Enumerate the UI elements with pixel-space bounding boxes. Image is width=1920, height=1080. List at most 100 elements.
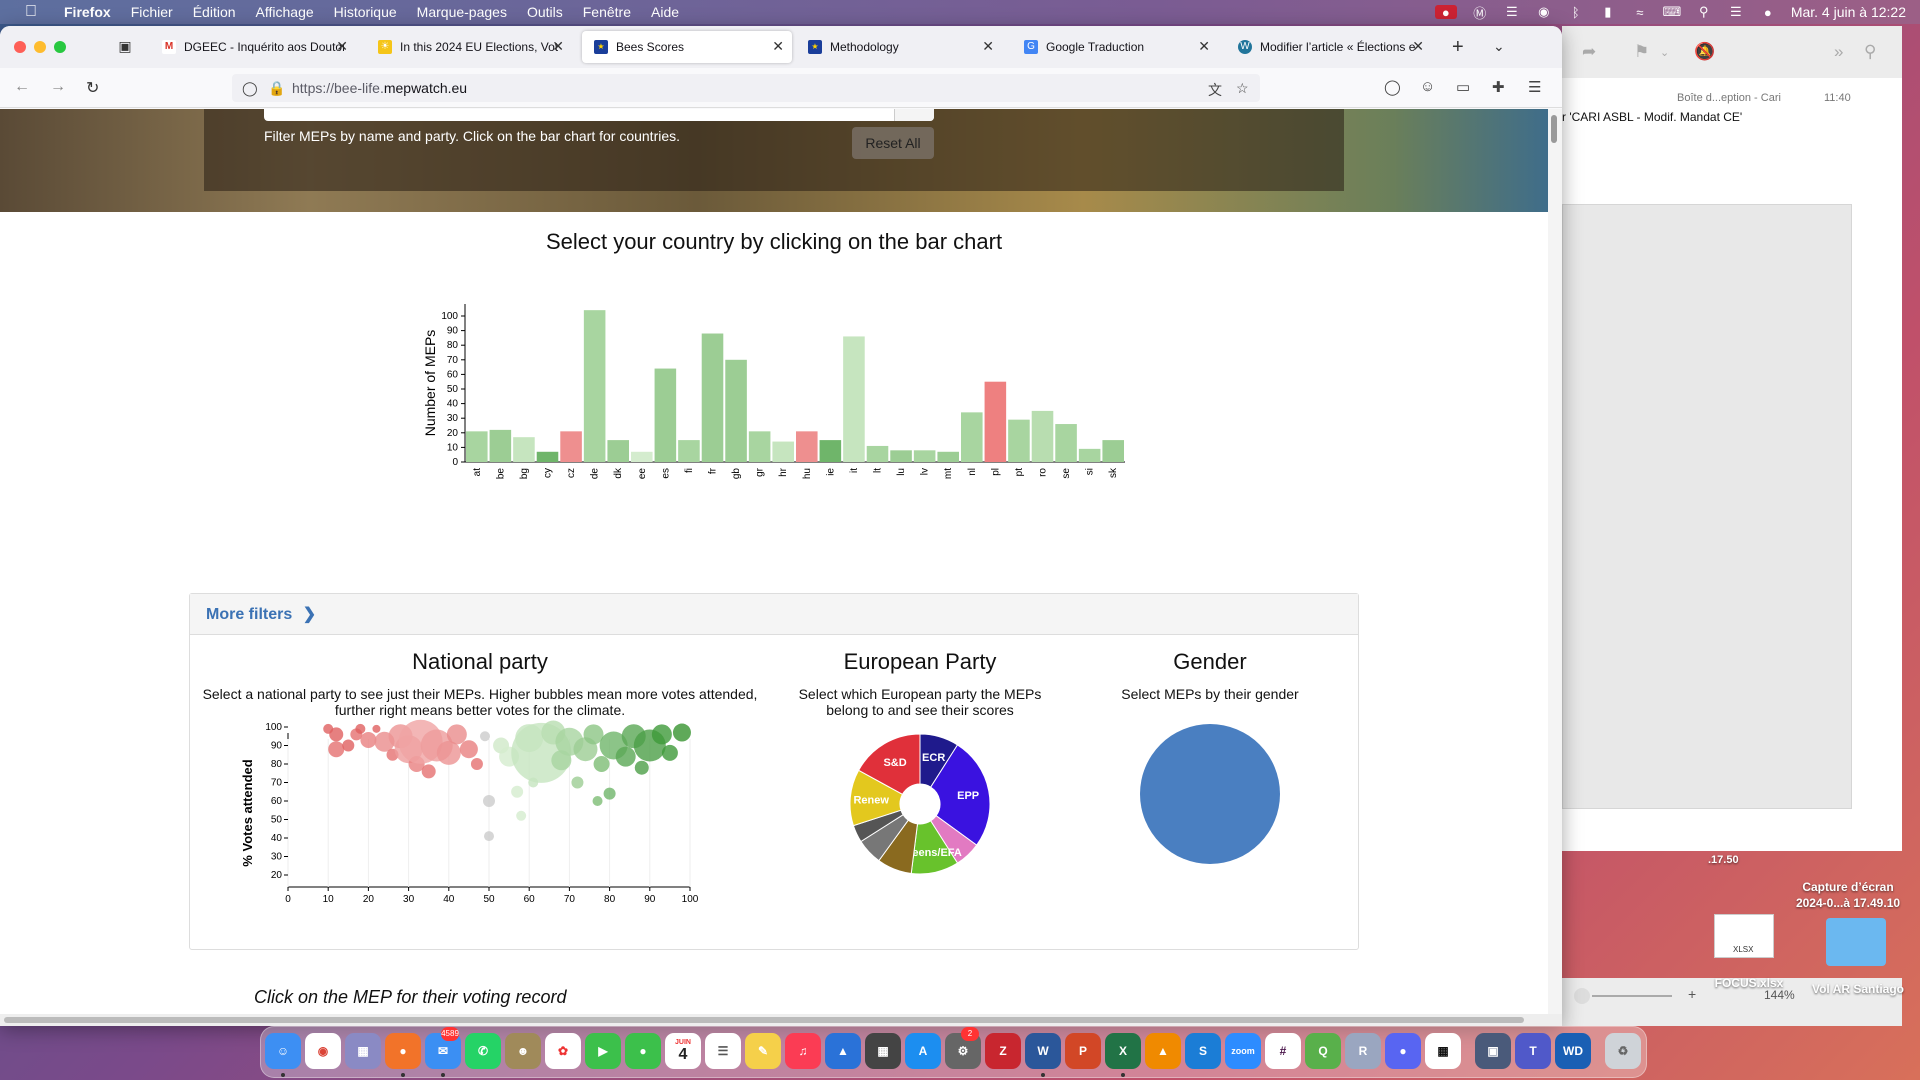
country-bar-nl[interactable]: [961, 412, 983, 462]
party-bubble-17[interactable]: [446, 724, 467, 745]
zoom-in-icon[interactable]: +: [1688, 986, 1697, 1002]
country-bar-cy[interactable]: [536, 451, 559, 462]
extensions-icon[interactable]: ✚: [1492, 79, 1505, 96]
close-tab-icon[interactable]: ✕: [982, 38, 994, 54]
filter-input-addon[interactable]: [894, 109, 934, 121]
reset-all-button[interactable]: Reset All: [852, 127, 934, 159]
vlc-icon[interactable]: ▲: [1145, 1033, 1181, 1069]
menu-outils[interactable]: Outils: [526, 4, 563, 20]
firefox-icon[interactable]: ●: [385, 1033, 421, 1069]
tab-wordpress[interactable]: W Modifier l’article « Élections e ✕: [1226, 31, 1432, 63]
party-bubble-38[interactable]: [603, 787, 616, 800]
party-bubble-18[interactable]: [459, 740, 478, 759]
excel-icon[interactable]: X: [1105, 1033, 1141, 1069]
close-tab-icon[interactable]: ✕: [1412, 38, 1424, 54]
calculator-icon[interactable]: ▦: [865, 1033, 901, 1069]
gender-pie[interactable]: [1135, 719, 1285, 869]
horizontal-scrollbar[interactable]: [0, 1014, 1562, 1026]
country-bar-fr[interactable]: [701, 333, 724, 462]
flag-icon[interactable]: ⚑: [1634, 42, 1650, 61]
party-bubble-5[interactable]: [355, 723, 366, 734]
chevron-down-icon[interactable]: ⌄: [1660, 47, 1670, 59]
drive-icon[interactable]: ☰: [1505, 4, 1518, 19]
more-chevrons-icon[interactable]: »: [1834, 42, 1844, 61]
country-bar-ro[interactable]: [1031, 410, 1054, 462]
party-bubble-46[interactable]: [672, 723, 691, 742]
word-icon[interactable]: W: [1025, 1033, 1061, 1069]
file-capture-ecran-line1[interactable]: Capture d’écran: [1802, 880, 1894, 894]
country-bar-hu[interactable]: [796, 431, 818, 462]
lock-icon[interactable]: 🔒: [268, 80, 286, 96]
mute-bell-icon[interactable]: 🔕: [1694, 42, 1716, 61]
party-bubble-44[interactable]: [651, 724, 672, 745]
close-tab-icon[interactable]: ✕: [1198, 38, 1210, 54]
european-party-pie[interactable]: ECR EPP Greens/EFA Renew S&D: [840, 724, 1000, 884]
bookmark-star-icon[interactable]: ☆: [1236, 80, 1249, 96]
party-bubble-19[interactable]: [470, 758, 483, 770]
notes-icon[interactable]: ✎: [745, 1033, 781, 1069]
finder-icon[interactable]: ☺: [265, 1033, 301, 1069]
powerpoint-icon[interactable]: P: [1065, 1033, 1101, 1069]
siri-icon[interactable]: ●: [1763, 4, 1772, 20]
menu-edition[interactable]: Édition: [192, 4, 236, 20]
country-bar-se[interactable]: [1055, 424, 1077, 462]
file-focus-xlsx[interactable]: FOCUS.xlsx: [1714, 976, 1784, 990]
country-bar-sk[interactable]: [1102, 440, 1124, 462]
close-tab-icon[interactable]: ✕: [336, 38, 348, 54]
new-tab-button[interactable]: +: [1452, 36, 1464, 58]
party-bubble-21[interactable]: [483, 795, 495, 807]
country-bar-at[interactable]: [466, 431, 488, 462]
zoom-window-button[interactable]: [54, 41, 66, 53]
xlsx-file-icon[interactable]: XLSX: [1714, 914, 1774, 958]
reminders-icon[interactable]: ☰: [705, 1033, 741, 1069]
battery-icon[interactable]: ▮: [1604, 4, 1612, 19]
skype-icon[interactable]: S: [1185, 1033, 1221, 1069]
party-bubble-1[interactable]: [329, 727, 344, 742]
r-icon[interactable]: R: [1345, 1033, 1381, 1069]
wifi-icon[interactable]: ≈: [1636, 4, 1644, 20]
more-filters-toggle[interactable]: More filters ❯: [190, 594, 1358, 635]
country-bar-ie[interactable]: [819, 440, 842, 462]
country-bar-ee[interactable]: [631, 451, 653, 462]
discord-icon[interactable]: ●: [1385, 1033, 1421, 1069]
party-bubble-16[interactable]: [436, 740, 461, 765]
chrome-icon[interactable]: ◉: [305, 1033, 341, 1069]
qgis-icon[interactable]: Q: [1305, 1033, 1341, 1069]
party-bubble-26[interactable]: [516, 810, 527, 821]
trash-icon[interactable]: ♻: [1605, 1033, 1641, 1069]
airdrop-icon[interactable]: ◉: [1538, 4, 1550, 19]
forward-icon[interactable]: →: [50, 78, 66, 95]
screen-record-icon[interactable]: ●: [1434, 5, 1457, 20]
control-center-icon[interactable]: ☰: [1729, 4, 1742, 19]
account-icon[interactable]: ☺: [1420, 78, 1436, 95]
tab-list-icon[interactable]: ▣: [118, 38, 132, 54]
contacts-icon[interactable]: ☻: [505, 1033, 541, 1069]
country-bar-es[interactable]: [654, 368, 677, 462]
party-bubble-2[interactable]: [328, 741, 345, 758]
teams-icon[interactable]: T: [1515, 1033, 1551, 1069]
country-bar-dk[interactable]: [607, 440, 629, 462]
menu-app-name[interactable]: Firefox: [64, 4, 111, 20]
close-tab-icon[interactable]: ✕: [772, 38, 784, 54]
file-capture-ecran-line2[interactable]: 2024-0...à 17.49.10: [1795, 896, 1901, 910]
zotero-icon[interactable]: Z: [985, 1033, 1021, 1069]
party-bubble-36[interactable]: [592, 796, 603, 806]
app-store-icon[interactable]: A: [905, 1033, 941, 1069]
country-bar-lv[interactable]: [913, 450, 936, 462]
country-bar-cz[interactable]: [560, 431, 582, 462]
national-party-scatter[interactable]: 0 10 20 30 40 50 60 70 80 90 100 20 30 40 50 60 70 80 90 10…: [240, 719, 710, 929]
launchpad-icon[interactable]: ▦: [345, 1033, 381, 1069]
list-all-tabs-icon[interactable]: ⌄: [1493, 38, 1505, 54]
hamburger-menu-icon[interactable]: ☰: [1528, 79, 1542, 96]
party-bubble-6[interactable]: [360, 731, 377, 748]
country-bar-gr[interactable]: [748, 431, 771, 462]
menu-historique[interactable]: Historique: [333, 4, 397, 20]
clock[interactable]: Mar. 4 juin à 12:22: [1790, 4, 1906, 20]
menu-fenetre[interactable]: Fenêtre: [582, 4, 631, 20]
tab-methodology[interactable]: ★ Methodology ✕: [796, 31, 1002, 63]
country-bar-lt[interactable]: [866, 445, 889, 462]
menu-marque-pages[interactable]: Marque-pages: [416, 4, 507, 20]
tab-bees-scores[interactable]: ★ Bees Scores ✕: [582, 31, 792, 63]
tab-eu-elections[interactable]: ☀ In this 2024 EU Elections, Vot ✕: [366, 31, 572, 63]
music-icon[interactable]: ♫: [785, 1033, 821, 1069]
